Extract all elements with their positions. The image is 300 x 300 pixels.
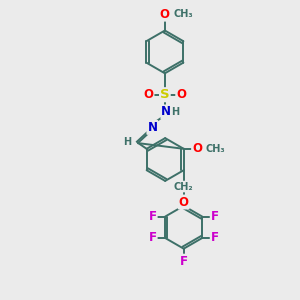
- Text: O: O: [192, 142, 202, 155]
- Text: S: S: [160, 88, 170, 101]
- Text: CH₂: CH₂: [174, 182, 194, 192]
- Text: N: N: [161, 106, 171, 118]
- Text: CH₃: CH₃: [205, 144, 225, 154]
- Text: H: H: [171, 107, 179, 117]
- Text: O: O: [160, 8, 170, 21]
- Text: F: F: [211, 210, 219, 223]
- Text: CH₃: CH₃: [173, 9, 193, 19]
- Text: N: N: [147, 121, 158, 134]
- Text: O: O: [143, 88, 154, 101]
- Text: F: F: [211, 232, 219, 244]
- Text: F: F: [149, 232, 157, 244]
- Text: O: O: [176, 88, 186, 101]
- Text: O: O: [179, 196, 189, 208]
- Text: F: F: [180, 255, 188, 268]
- Text: H: H: [123, 137, 132, 147]
- Text: F: F: [149, 210, 157, 223]
